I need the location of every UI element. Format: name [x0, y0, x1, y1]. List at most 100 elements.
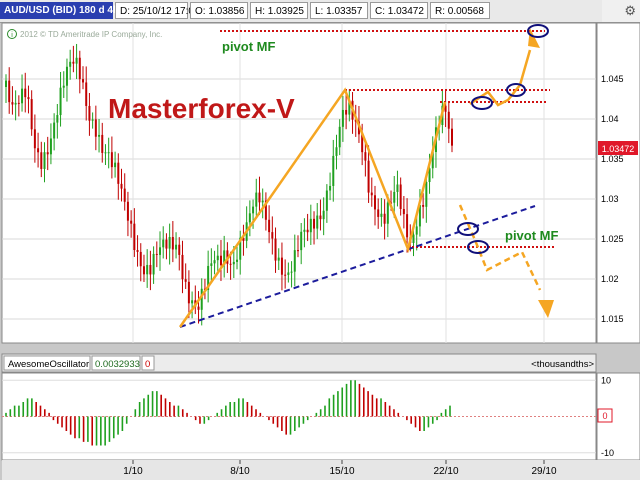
info-icon[interactable] — [7, 29, 17, 39]
candle-body — [364, 152, 367, 161]
candle-body — [447, 111, 450, 129]
candle-body — [65, 66, 68, 86]
current-price-label: 1.03472 — [602, 144, 635, 154]
candle-body — [412, 234, 415, 243]
oscillator-name: AwesomeOscillator — [8, 359, 89, 370]
candle-body — [396, 184, 399, 192]
price-tick-label: 1.035 — [601, 154, 624, 164]
candle-body — [306, 229, 309, 233]
candle-body — [5, 80, 7, 87]
date-readout: D: 25/10/12 17:00 — [115, 2, 200, 19]
ellipse-upper — [506, 83, 526, 97]
candle-body — [393, 191, 396, 203]
up-arrow-icon — [528, 28, 540, 48]
candle-body — [322, 210, 325, 220]
candle-body — [431, 152, 434, 169]
candle-body — [223, 250, 226, 266]
chart-title: Masterforex-V — [108, 93, 295, 124]
time-tick-label: 1/10 — [123, 466, 143, 477]
candle-body — [210, 263, 213, 266]
gear-icon[interactable]: ⚙ — [624, 3, 636, 18]
oscillator-header — [1, 353, 597, 373]
candle-body — [303, 229, 306, 232]
candle-body — [72, 61, 75, 64]
time-axis — [2, 460, 640, 480]
candle-body — [91, 119, 94, 121]
candle-body — [361, 134, 364, 153]
candle-body — [268, 219, 271, 233]
candle-body — [33, 129, 36, 149]
candle-body — [98, 134, 101, 137]
candle-body — [383, 213, 386, 224]
candles — [5, 43, 453, 326]
candle-body — [422, 204, 425, 207]
candle-body — [88, 105, 91, 121]
candle-body — [242, 237, 245, 241]
candle-body — [345, 109, 348, 115]
candle-body — [367, 160, 370, 193]
price-tick-label: 1.02 — [601, 274, 619, 284]
candle-body — [309, 218, 312, 233]
candle-body — [313, 218, 316, 229]
candle-body — [142, 266, 145, 275]
price-tick-label: 1.03 — [601, 194, 619, 204]
candle-body — [110, 152, 113, 168]
copyright-text: 2012 © TD Ameritrade IP Company, Inc. — [20, 30, 162, 39]
candle-body — [444, 105, 447, 112]
price-tick-label: 1.015 — [601, 314, 624, 324]
candle-body — [162, 239, 165, 248]
candle-body — [187, 281, 190, 304]
price-panel — [1, 22, 597, 344]
candle-body — [149, 264, 152, 275]
candle-body — [82, 79, 85, 83]
candle-body — [425, 181, 428, 207]
oscillator-name-box[interactable] — [3, 355, 91, 371]
ellipse-trend — [457, 222, 479, 236]
candle-body — [37, 148, 40, 153]
candle-body — [21, 88, 24, 104]
candle-body — [107, 152, 110, 154]
ellipse-top — [527, 24, 549, 38]
candle-body — [24, 88, 27, 98]
high-readout: H: 1.03925 — [250, 2, 308, 19]
candle-body — [191, 300, 194, 304]
close-readout: C: 1.03472 — [370, 2, 428, 19]
candle-body — [284, 274, 287, 276]
candle-body — [370, 192, 373, 196]
candle-body — [280, 257, 283, 275]
time-tick-label: 8/10 — [230, 466, 250, 477]
time-tick-label: 22/10 — [433, 466, 458, 477]
candle-body — [300, 231, 303, 251]
candle-body — [69, 61, 72, 67]
time-axis-labels: 1/10 8/10 15/10 22/10 29/10 — [123, 460, 557, 477]
candle-body — [94, 119, 97, 137]
candle-body — [101, 134, 104, 153]
candle-body — [197, 306, 200, 310]
price-axis-labels: 1.015 1.02 1.025 1.03 1.035 1.04 1.045 — [601, 74, 624, 324]
candle-body — [293, 250, 296, 272]
candle-body — [325, 190, 328, 211]
candle-body — [146, 264, 149, 275]
symbol-label[interactable]: AUD/USD (BID) 180 d 4h — [0, 2, 119, 19]
info-icon-glyph: i — [11, 32, 13, 39]
candle-body — [59, 87, 62, 116]
candle-body — [168, 237, 171, 249]
toolbar: AUD/USD (BID) 180 d 4h D: 25/10/12 17:00… — [0, 0, 640, 23]
candle-body — [296, 250, 299, 252]
candle-body — [415, 226, 418, 235]
price-tick-label: 1.04 — [601, 114, 619, 124]
candle-body — [114, 162, 117, 168]
candle-body — [130, 220, 133, 224]
candle-body — [399, 184, 402, 209]
candle-body — [49, 138, 52, 155]
current-price-tag — [598, 141, 638, 155]
candle-body — [219, 255, 222, 266]
oscillator-zero-label: 0 — [602, 411, 607, 421]
oscillator-unit: <thousandths> — [531, 359, 594, 370]
candle-body — [14, 102, 17, 105]
candle-body — [43, 152, 46, 169]
candle-body — [178, 244, 181, 255]
time-tick-label: 29/10 — [531, 466, 556, 477]
candle-body — [386, 202, 389, 224]
candle-body — [418, 204, 421, 227]
